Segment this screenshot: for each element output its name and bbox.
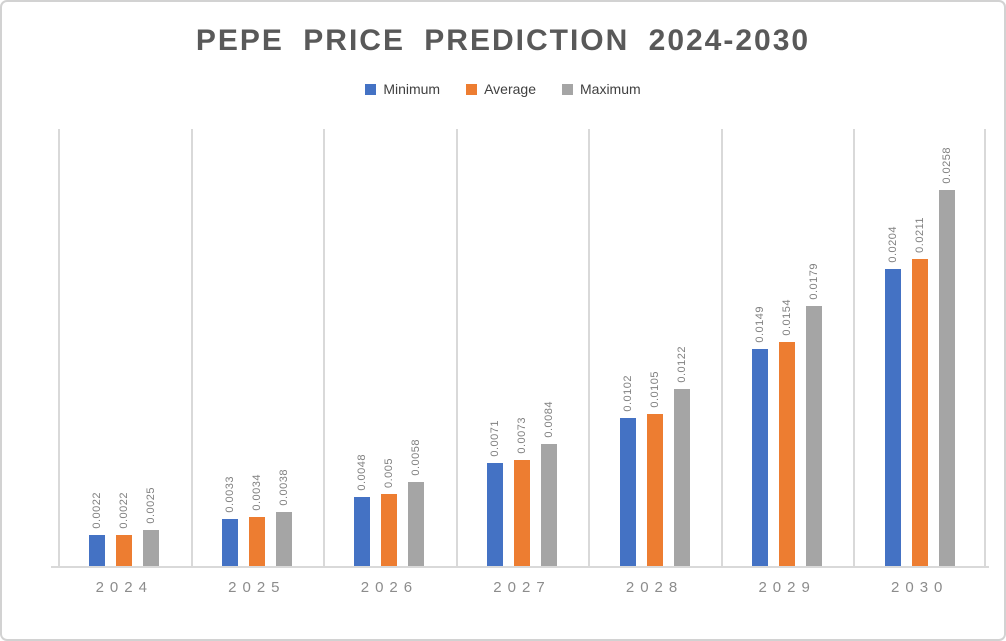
legend-swatch-average-icon [466,83,478,95]
gridline [191,129,193,567]
bar-group-2029: 0.0149 0.0154 0.0179 [721,129,854,567]
bar-label-average-2026: 0.005 [383,457,396,488]
bar-label-average-2025: 0.0034 [250,474,263,511]
legend-item-minimum: Minimum [365,81,440,97]
gridline [588,129,590,567]
bar-label-maximum-2025: 0.0038 [277,469,290,506]
bar-group-2027: 0.0071 0.0073 0.0084 [456,129,589,567]
chart-title: PEPE PRICE PREDICTION 2024-2030 [195,24,811,57]
bar-label-average-2024: 0.0022 [118,492,131,529]
bar-minimum-2028: 0.0102 [619,375,636,567]
bar-label-maximum-2028: 0.0122 [675,346,688,383]
x-label-2027: 2027 [493,579,551,596]
bar-maximum-2024: 0.0025 [143,487,160,567]
bar-maximum-2029: 0.0179 [806,263,823,567]
bar-label-maximum-2027: 0.0084 [542,401,555,438]
gridline [721,129,723,567]
bar-label-average-2029: 0.0154 [781,299,794,336]
bar-average-2026: 0.005 [381,458,398,567]
bar-average-2024: 0.0022 [116,492,133,567]
bar-average-2027: 0.0073 [513,417,530,567]
x-axis-labels: 2024 2025 2026 2027 2028 2029 2030 [58,579,986,601]
legend-swatch-maximum-icon [562,83,573,95]
gridline [58,129,60,567]
bar-minimum-2024: 0.0022 [89,492,106,567]
bar-label-minimum-2025: 0.0033 [223,476,236,513]
x-axis-line [51,566,989,568]
bar-label-maximum-2026: 0.0058 [410,439,423,476]
gridline [853,129,855,567]
gridline [456,129,458,567]
bar-label-maximum-2030: 0.0258 [940,147,953,184]
bar-label-minimum-2028: 0.0102 [621,375,634,412]
bar-group-2028: 0.0102 0.0105 0.0122 [588,129,721,567]
x-label-2026: 2026 [360,579,419,596]
gridline [323,129,325,567]
legend-swatch-minimum-icon [365,83,377,95]
legend-item-maximum: Maximum [562,81,641,97]
bar-average-2030: 0.0211 [911,217,928,567]
bar-group-2026: 0.0048 0.005 0.0058 [323,129,456,567]
bar-maximum-2028: 0.0122 [673,346,690,567]
bar-label-minimum-2029: 0.0149 [754,306,767,343]
bar-minimum-2026: 0.0048 [354,454,371,567]
bar-minimum-2029: 0.0149 [752,306,769,567]
bar-label-minimum-2024: 0.0022 [91,492,104,529]
x-label-2025: 2025 [228,579,286,596]
bar-minimum-2027: 0.0071 [486,420,503,567]
bar-maximum-2026: 0.0058 [408,439,425,567]
bar-group-2030: 0.0204 0.0211 0.0258 [853,129,986,567]
bar-label-minimum-2026: 0.0048 [356,454,369,491]
bar-group-2024: 0.0022 0.0022 0.0025 [58,129,191,567]
x-label-2028: 2028 [625,579,684,596]
bar-minimum-2025: 0.0033 [221,476,238,567]
bar-group-2025: 0.0033 0.0034 0.0038 [191,129,324,567]
bar-average-2029: 0.0154 [779,299,796,567]
x-label-2029: 2029 [758,579,816,596]
bar-label-maximum-2024: 0.0025 [145,487,158,524]
legend-label-average: Average [484,81,536,97]
bar-label-average-2028: 0.0105 [648,371,661,408]
legend: Minimum Average Maximum [2,81,1004,97]
bar-maximum-2025: 0.0038 [275,469,292,567]
bar-average-2025: 0.0034 [248,474,265,567]
bar-minimum-2030: 0.0204 [884,226,901,567]
bar-maximum-2030: 0.0258 [938,147,955,567]
plot-area: 0.0022 0.0022 0.0025 0.0033 0.0034 0.0038 0.00… [58,129,986,567]
x-label-2024: 2024 [95,579,153,596]
gridline [984,129,986,567]
bar-average-2028: 0.0105 [646,371,663,567]
bar-label-average-2030: 0.0211 [913,217,926,253]
bar-label-average-2027: 0.0073 [515,417,528,454]
bar-maximum-2027: 0.0084 [540,401,557,567]
bar-label-minimum-2027: 0.0071 [488,420,501,457]
legend-label-maximum: Maximum [580,81,641,97]
legend-label-minimum: Minimum [383,81,441,97]
bar-label-maximum-2029: 0.0179 [808,263,821,300]
x-label-2030: 2030 [891,579,949,596]
bar-label-minimum-2030: 0.0204 [886,226,899,263]
legend-item-average: Average [466,81,536,97]
